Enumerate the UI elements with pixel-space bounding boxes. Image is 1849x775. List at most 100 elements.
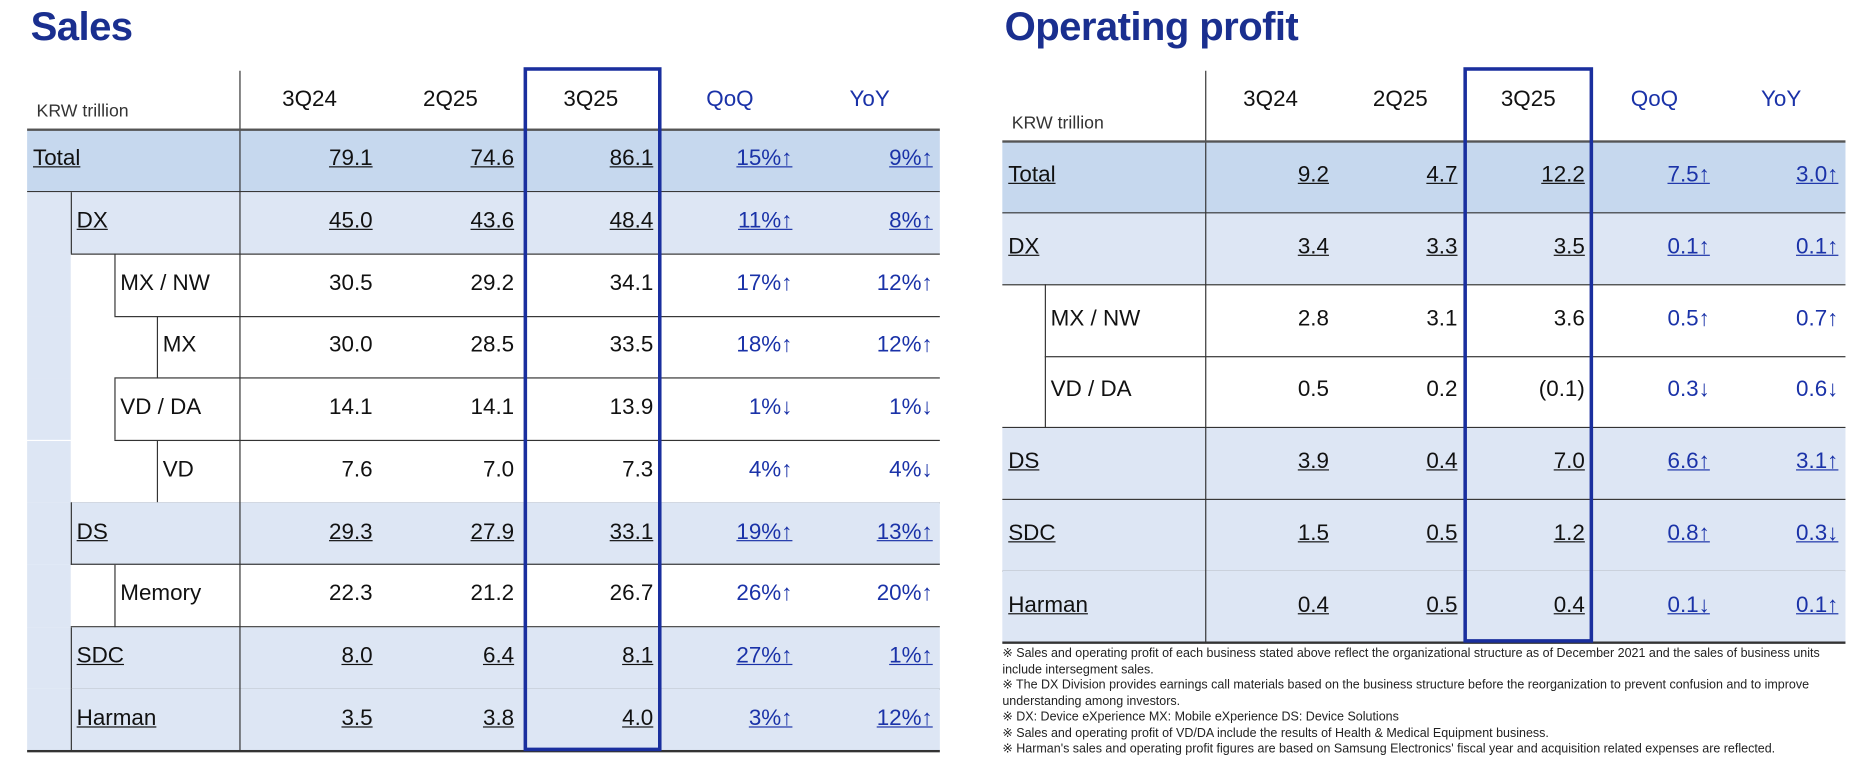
- cell-value: 18%↑: [736, 333, 793, 358]
- cell-value: 0.5↑: [1667, 306, 1710, 332]
- row-background: [70, 191, 940, 254]
- cell-value: 3%↑: [748, 705, 793, 731]
- cell-value: 74.6: [470, 146, 515, 172]
- row-background: [1002, 427, 1846, 500]
- footnote: ※ Harman's sales and operating profit fi…: [1002, 741, 1776, 756]
- cell-value: 0.1↑: [1796, 234, 1839, 260]
- row-label: MX: [162, 333, 197, 358]
- rule: [70, 502, 72, 565]
- rule: [27, 128, 940, 131]
- row-label: DX: [76, 208, 108, 234]
- cell-value: 13.9: [609, 395, 654, 420]
- cell-value: 0.1↓: [1667, 592, 1710, 618]
- cell-value: 14.1: [329, 395, 373, 420]
- column-header: 3Q24: [282, 87, 337, 113]
- column-header: YoY: [849, 87, 890, 113]
- cell-value: 13%↑: [876, 519, 933, 545]
- cell-value: 0.3↓: [1796, 521, 1839, 546]
- cell-value: 19%↑: [736, 519, 793, 545]
- rule: [113, 253, 115, 317]
- cell-value: 86.1: [609, 146, 654, 172]
- rule: [238, 70, 240, 752]
- cell-value: (0.1): [1538, 377, 1585, 403]
- cell-value: 7.5↑: [1667, 163, 1710, 188]
- cell-value: 43.6: [470, 208, 515, 234]
- column-header: QoQ: [1630, 87, 1679, 113]
- cell-value: 29.3: [329, 519, 373, 545]
- footnote: ※ The DX Division provides earnings call…: [1002, 678, 1810, 709]
- cell-value: 33.1: [609, 519, 654, 545]
- cell-value: 79.1: [329, 146, 373, 172]
- rule: [113, 564, 115, 627]
- cell-value: 3.5: [1553, 234, 1585, 260]
- footnote: ※ DX: Device eXperience MX: Mobile eXper…: [1002, 709, 1399, 725]
- cell-value: 9.2: [1297, 163, 1329, 188]
- row-label: SDC: [1008, 521, 1056, 546]
- cell-value: 0.1↑: [1796, 592, 1839, 618]
- cell-value: 4.0: [622, 705, 654, 731]
- cell-value: 11%↑: [738, 208, 793, 234]
- row-background: [70, 689, 940, 752]
- rule: [1044, 355, 1846, 357]
- cell-value: 34.1: [609, 270, 654, 296]
- rule: [113, 378, 115, 441]
- cell-value: 48.4: [609, 208, 654, 234]
- cell-value: 26.7: [609, 581, 654, 607]
- row-background: [27, 626, 71, 689]
- column-header: 3Q25: [1500, 87, 1556, 113]
- cell-value: 6.4: [482, 643, 515, 669]
- column-header: 2Q25: [1372, 87, 1428, 113]
- cell-value: 0.5: [1297, 377, 1329, 403]
- cell-value: 27%↑: [736, 643, 793, 669]
- row-background: [27, 502, 71, 565]
- cell-value: 29.2: [470, 270, 515, 296]
- row-background: [1002, 499, 1846, 571]
- cell-value: 12%↑: [876, 270, 933, 296]
- rule: [70, 191, 72, 254]
- cell-value: 4%↓: [889, 457, 933, 483]
- rule: [70, 689, 72, 752]
- footnote: ※ Sales and operating profit of each bus…: [1002, 646, 1820, 677]
- cell-value: 0.5: [1426, 521, 1458, 546]
- column-header: 2Q25: [423, 87, 478, 113]
- cell-value: 9%↑: [889, 146, 933, 172]
- highlight-box: [1463, 67, 1594, 643]
- row-background: [1002, 213, 1846, 285]
- row-label: Harman: [1008, 592, 1088, 618]
- cell-value: 7.0: [1553, 449, 1585, 475]
- row-label: Memory: [120, 581, 202, 607]
- rule: [156, 440, 158, 503]
- row-label: DS: [76, 519, 108, 545]
- rule: [27, 749, 940, 753]
- row-label: DX: [1008, 234, 1040, 260]
- cell-value: 3.4: [1297, 234, 1329, 260]
- rule: [1002, 140, 1846, 143]
- rule: [156, 316, 158, 379]
- cell-value: 0.4: [1426, 449, 1458, 475]
- row-background: [27, 440, 71, 503]
- row-label: Total: [1008, 163, 1056, 188]
- cell-value: 33.5: [609, 333, 654, 358]
- rule: [1002, 641, 1846, 644]
- column-header: YoY: [1761, 87, 1802, 113]
- cell-value: 7.6: [341, 457, 373, 483]
- cell-value: 12%↑: [876, 705, 933, 731]
- row-background: [27, 378, 71, 441]
- cell-value: 17%↑: [736, 270, 793, 296]
- cell-value: 30.5: [329, 270, 373, 296]
- row-background: [27, 191, 71, 254]
- unit-label: KRW trillion: [1011, 113, 1104, 134]
- cell-value: 1.5: [1297, 521, 1329, 546]
- table-title: Sales: [30, 4, 133, 50]
- cell-value: 26%↑: [736, 581, 793, 607]
- cell-value: 22.3: [329, 581, 373, 607]
- row-label: MX / NW: [120, 270, 210, 296]
- cell-value: 12.2: [1541, 163, 1585, 188]
- row-background: [27, 564, 71, 627]
- column-header: 3Q24: [1243, 87, 1298, 113]
- row-label: Harman: [76, 705, 157, 731]
- row-label: VD / DA: [1050, 377, 1132, 403]
- cell-value: 8.1: [622, 643, 654, 669]
- cell-value: 2.8: [1297, 306, 1329, 332]
- row-background: [1002, 141, 1846, 214]
